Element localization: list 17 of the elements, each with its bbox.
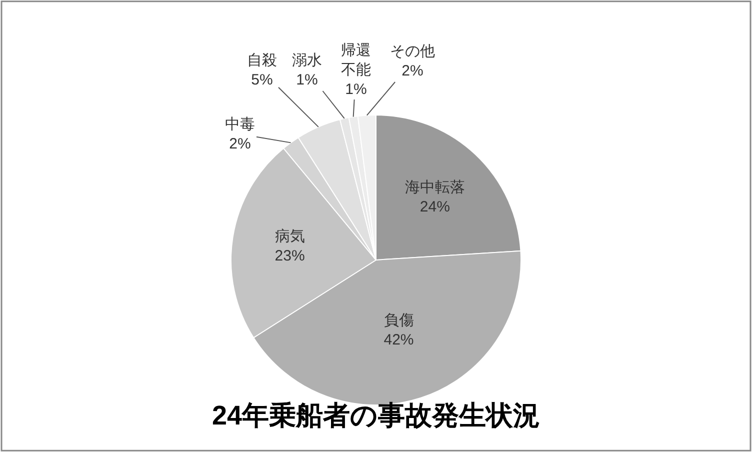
text: 24年乗船者の事故発生状況: [212, 400, 540, 430]
slice-label: その他: [390, 43, 435, 60]
data-label: 42%: [384, 331, 414, 348]
slice-label: 帰還不能: [341, 42, 371, 78]
data-label: 1%: [296, 72, 318, 88]
slice-label: 海中転落: [404, 179, 465, 196]
slice-label: 中毒: [225, 116, 255, 133]
data-label: 23%: [274, 248, 305, 265]
slice-label: 負傷: [384, 312, 414, 329]
data-label: 24%: [420, 198, 450, 216]
data-label: 1%: [345, 81, 367, 98]
slice-label: 自殺: [247, 52, 277, 69]
data-label: 2%: [402, 62, 424, 80]
slice-label: 溺水: [292, 52, 322, 69]
slice-label: 病気: [274, 228, 305, 246]
data-label: 5%: [251, 72, 273, 88]
data-label: 2%: [229, 136, 251, 152]
